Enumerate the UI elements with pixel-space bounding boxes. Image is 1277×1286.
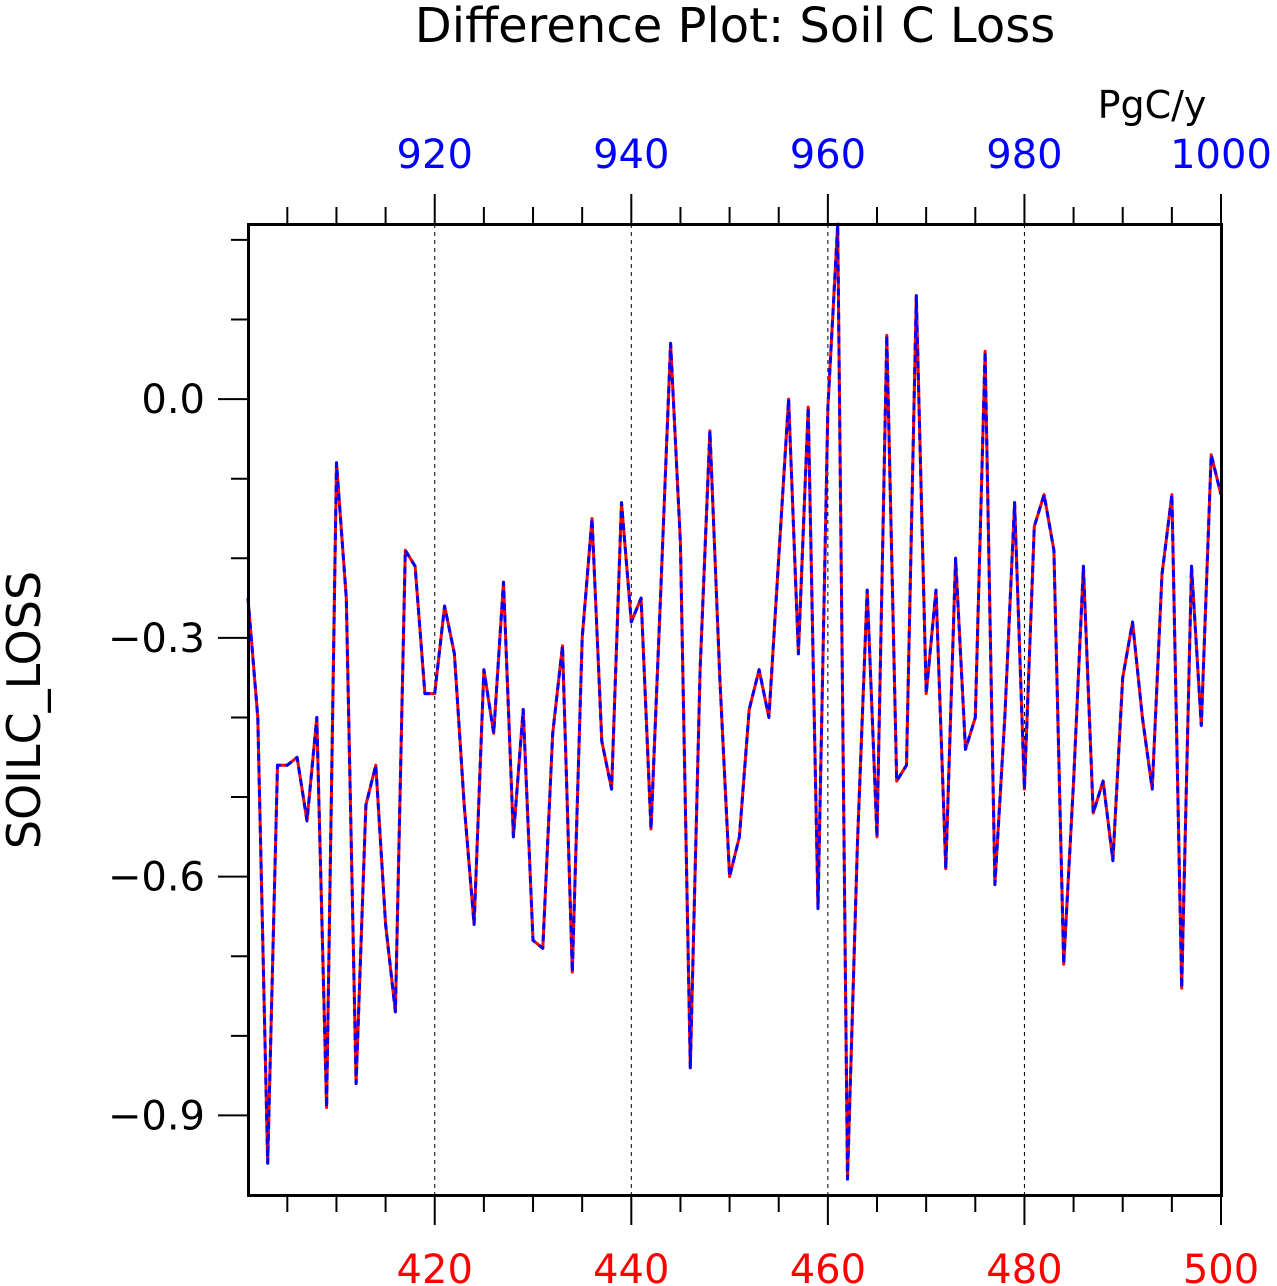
y-axis-label: SOILC_LOSS — [0, 571, 51, 849]
x-top-tick-label: 980 — [986, 132, 1062, 178]
series-lines — [246, 222, 1223, 1181]
x-top-tick-label: 1000 — [1170, 132, 1272, 178]
chart-title: Difference Plot: Soil C Loss — [415, 0, 1055, 54]
x-tick-label: 420 — [397, 1247, 473, 1286]
x-tick-label: 440 — [593, 1247, 669, 1286]
x-tick-label: 480 — [986, 1247, 1062, 1286]
y-tick-label: −0.9 — [108, 1093, 205, 1139]
x-tick-label: 460 — [790, 1247, 866, 1286]
y-tick-label: −0.3 — [108, 616, 205, 662]
tick-labels: 420 440 460 480 500 920 940 960 980 1000 0.0 −0.3 −0… — [108, 132, 1272, 1286]
units-label: PgC/y — [1098, 83, 1207, 127]
y-tick-label: −0.6 — [108, 855, 205, 901]
plot-frame — [247, 223, 1223, 1197]
y-tick-label: 0.0 — [141, 377, 205, 423]
x-top-tick-label: 940 — [593, 132, 669, 178]
series-line — [246, 222, 1223, 1181]
x-tick-label: 500 — [1183, 1247, 1259, 1286]
axis-ticks — [218, 194, 1222, 1225]
x-top-tick-label: 960 — [790, 132, 866, 178]
series-line — [246, 222, 1223, 1181]
x-top-tick-label: 920 — [397, 132, 473, 178]
